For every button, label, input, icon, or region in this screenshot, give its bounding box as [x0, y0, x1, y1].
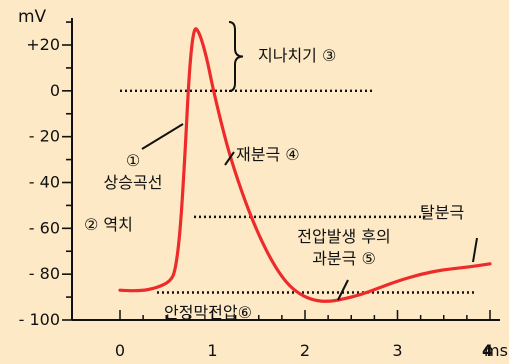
reference-lines — [120, 89, 477, 294]
repolarization-leader — [224, 151, 235, 166]
series-layer — [118, 27, 492, 303]
x-axis-ticks: 0 1 2 3 4 — [115, 310, 493, 360]
annotation-1: ① 상승곡선 — [104, 151, 163, 192]
y-tick-label: - 60 — [29, 218, 60, 237]
y-tick-label: +20 — [26, 35, 60, 54]
annotation-0: 지나치기 ③ — [258, 46, 336, 65]
y-axis-unit-label: mV — [18, 7, 47, 27]
annotation-4: 탈분극 — [420, 203, 464, 222]
overshoot-bracket — [228, 21, 244, 92]
annotation-3: ② 역치 — [84, 215, 133, 234]
y-axis-ticks: +20 0 - 20 - 40 - 60 - 80 - 100 — [19, 21, 72, 329]
depolarization-leader — [472, 237, 478, 263]
x-tick-label: 4 — [482, 341, 493, 360]
y-tick-label: 0 — [50, 81, 60, 100]
action-potential-curve — [118, 27, 492, 303]
annotation-2: 재분극 ④ — [236, 145, 300, 164]
y-tick-label: - 80 — [29, 264, 60, 283]
y-tick-label: - 100 — [19, 310, 60, 329]
x-tick-label: 1 — [207, 341, 217, 360]
x-tick-label: 2 — [300, 341, 310, 360]
x-tick-label: 0 — [115, 341, 125, 360]
hyperpolarization-leader — [337, 279, 349, 301]
rising-phase-leader — [141, 123, 184, 150]
y-tick-label: - 40 — [29, 173, 60, 192]
y-tick-label: - 20 — [29, 127, 60, 146]
annotation-6: 안정막전압⑥ — [164, 303, 252, 322]
x-axis-unit-label: ms — [484, 341, 508, 360]
annotation-5: 전압발생 후의 과분극 ⑤ — [297, 227, 390, 268]
x-tick-label: 3 — [392, 341, 402, 360]
